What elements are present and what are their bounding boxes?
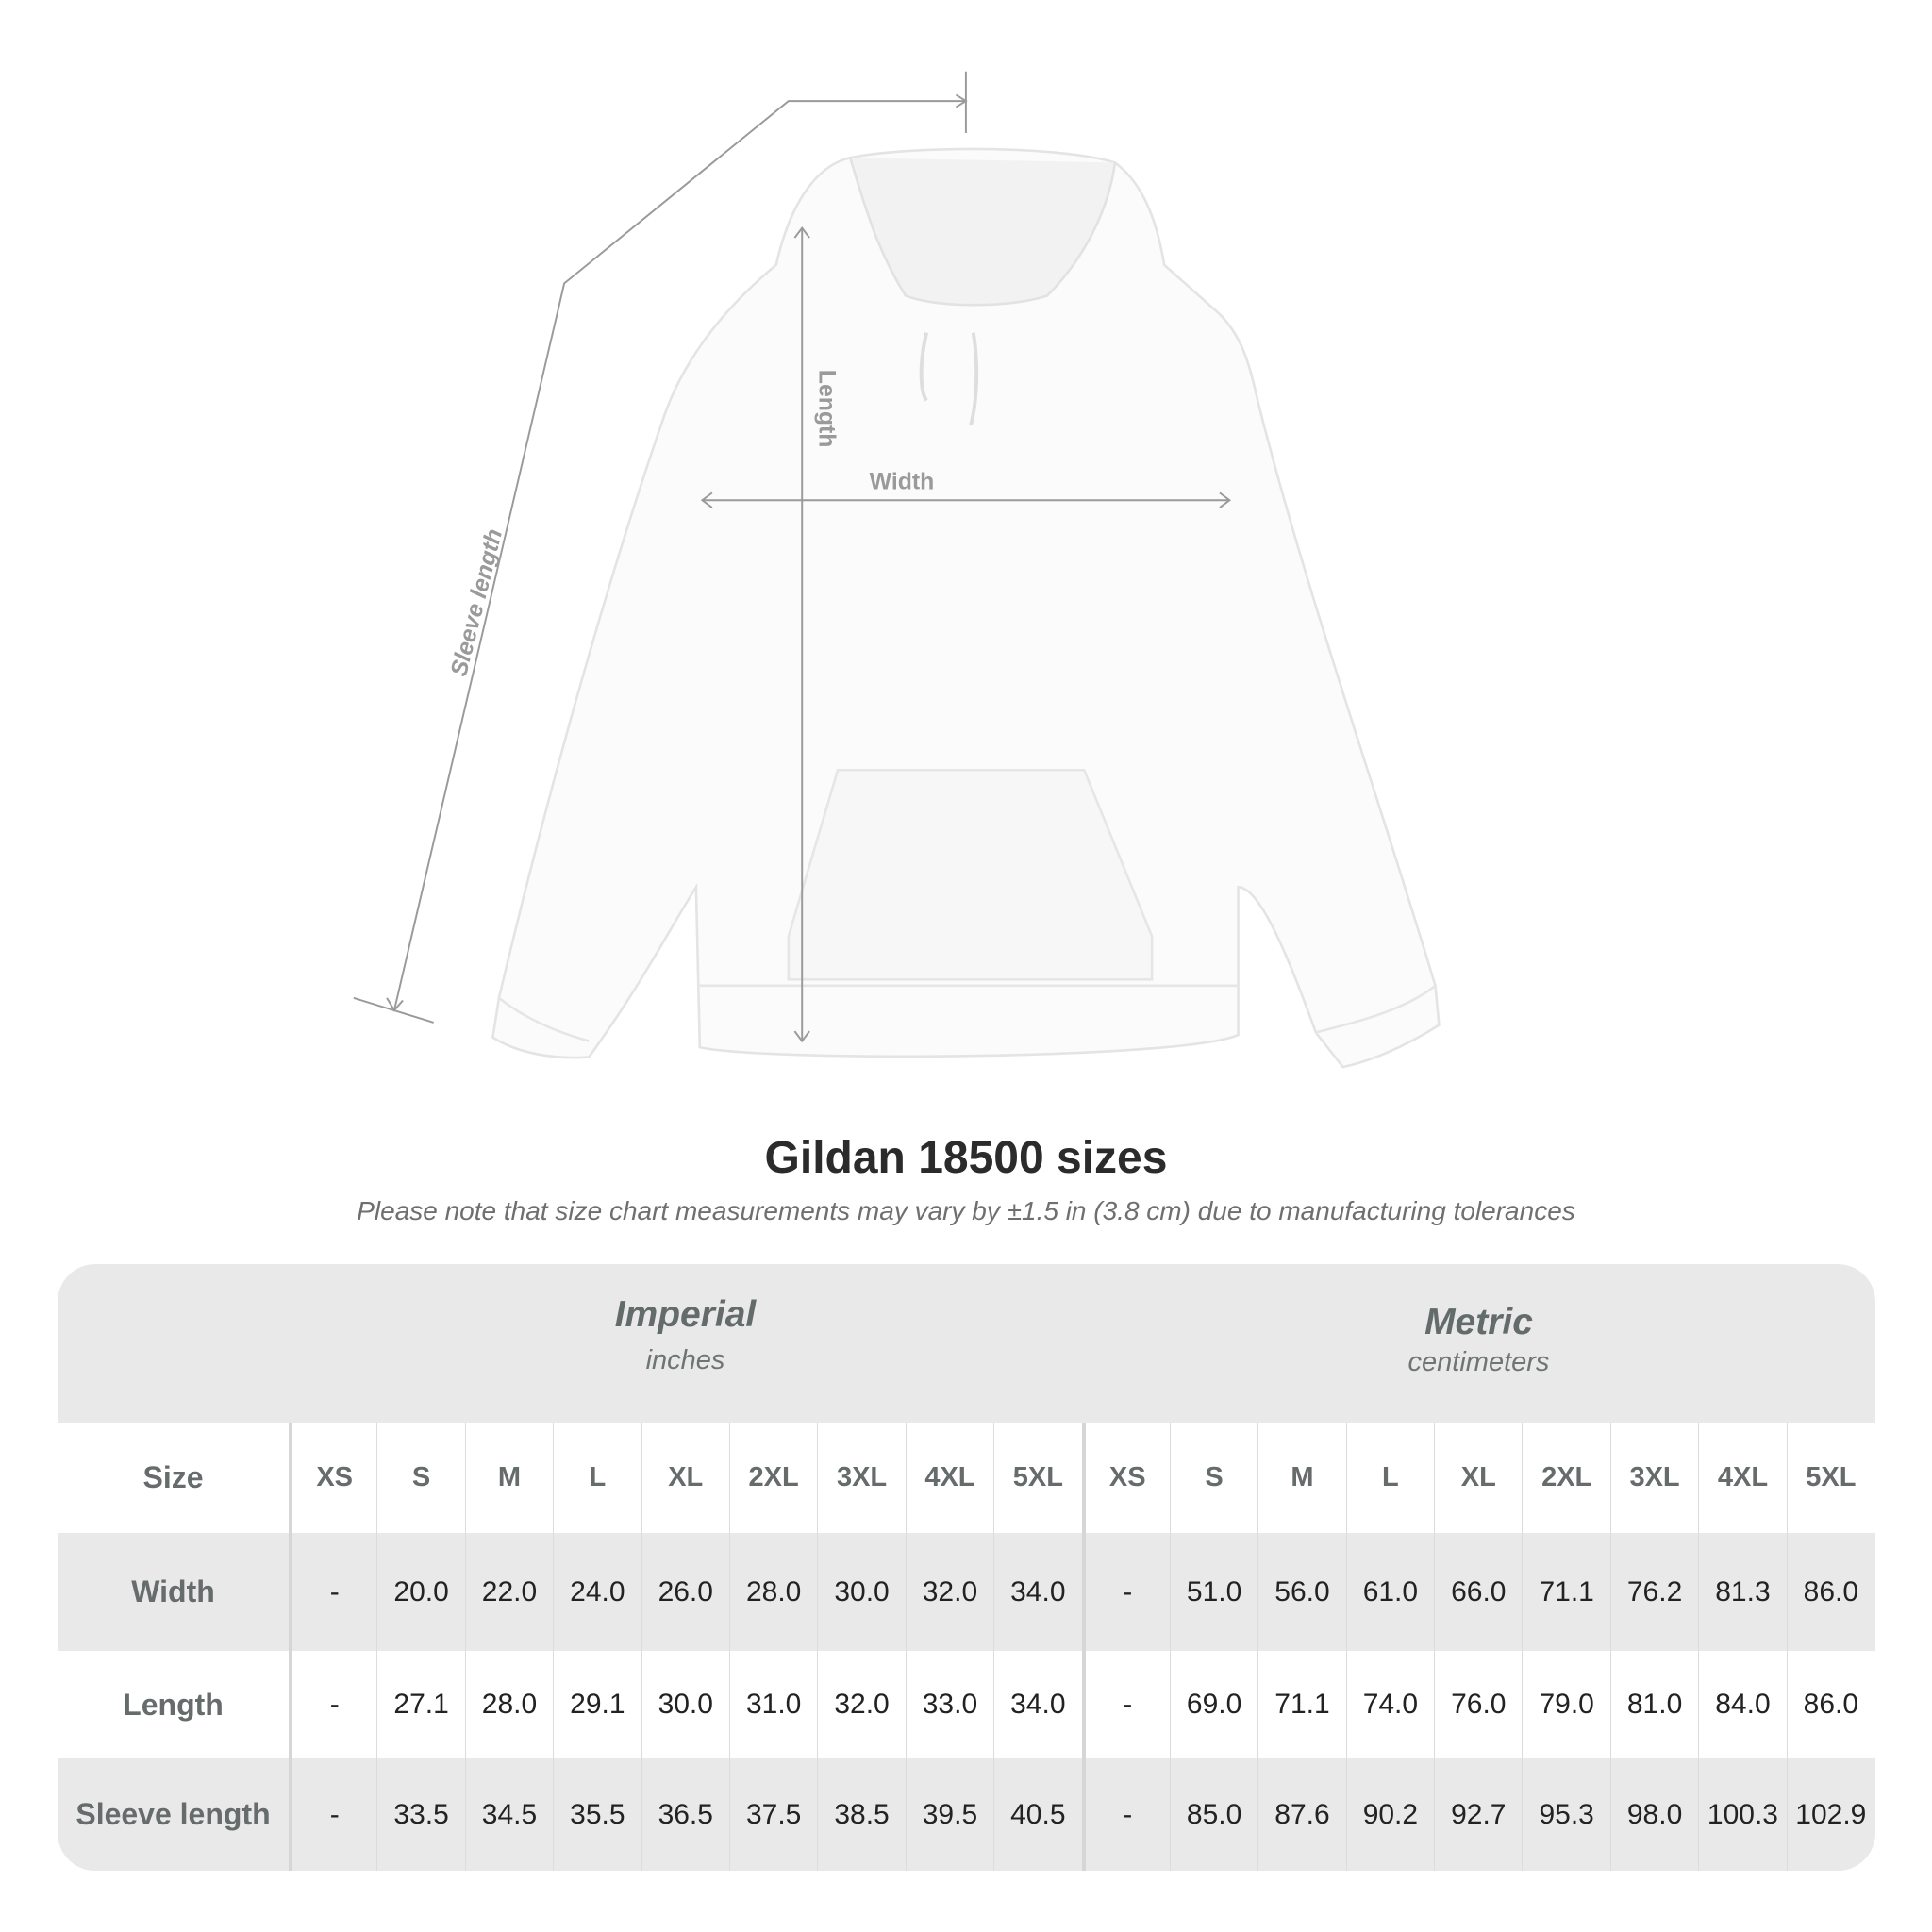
size-header-cell: XL	[641, 1423, 729, 1533]
size-header-cell: M	[464, 1423, 553, 1533]
imperial-title: Imperial	[614, 1294, 757, 1335]
value-cell: 102.9	[1786, 1758, 1874, 1871]
value-cell: 40.5	[993, 1758, 1081, 1871]
value-cell: 28.0	[464, 1651, 553, 1758]
table-row: Length -27.1 28.0 29.1 30.0 31.0 32.0 33.0 34.0-…	[58, 1651, 1875, 1758]
value-cell: 85.0	[1169, 1758, 1257, 1871]
value-cell: 20.0	[376, 1533, 464, 1651]
value-cell: 34.0	[993, 1533, 1081, 1651]
imperial-unit: inches	[645, 1345, 725, 1375]
width-label: Width	[870, 469, 935, 494]
imperial-header: Imperial inches	[289, 1264, 1082, 1423]
value-cell: 90.2	[1345, 1758, 1434, 1871]
value-cell: 79.0	[1522, 1651, 1609, 1758]
value-cell: -	[289, 1533, 376, 1651]
value-cell: 81.0	[1609, 1651, 1698, 1758]
value-cell: 29.1	[553, 1651, 641, 1758]
value-cell: 86.0	[1786, 1651, 1874, 1758]
value-cell: 61.0	[1345, 1533, 1434, 1651]
row-label: Width	[131, 1574, 215, 1608]
value-cell: -	[1081, 1651, 1170, 1758]
value-cell: 34.5	[464, 1758, 553, 1871]
row-label: Sleeve length	[75, 1797, 271, 1831]
size-header-cell: L	[553, 1423, 641, 1533]
size-header-cell: XS	[1081, 1423, 1170, 1533]
size-header-cell: 2XL	[728, 1423, 817, 1533]
size-header-cell: L	[1345, 1423, 1434, 1533]
row-label: Size	[142, 1460, 204, 1494]
value-cell: 33.5	[376, 1758, 464, 1871]
value-cell: 66.0	[1434, 1533, 1522, 1651]
value-cell: 76.0	[1434, 1651, 1522, 1758]
size-header-cell: S	[376, 1423, 464, 1533]
value-cell: 31.0	[728, 1651, 817, 1758]
value-cell: 76.2	[1609, 1533, 1698, 1651]
value-cell: 37.5	[728, 1758, 817, 1871]
value-cell: 35.5	[553, 1758, 641, 1871]
metric-unit: centimeters	[1407, 1347, 1550, 1377]
value-cell: 30.0	[817, 1533, 905, 1651]
value-cell: 56.0	[1257, 1533, 1345, 1651]
value-cell: 34.0	[993, 1651, 1081, 1758]
value-cell: 38.5	[817, 1758, 905, 1871]
size-header-cell: 3XL	[1609, 1423, 1698, 1533]
value-cell: 74.0	[1345, 1651, 1434, 1758]
value-cell: 27.1	[376, 1651, 464, 1758]
value-cell: 87.6	[1257, 1758, 1345, 1871]
table-row: Sleeve length -33.5 34.5 35.5 36.5 37.5 38.5 39…	[58, 1758, 1875, 1871]
size-header-row: Size XS S M L XL 2XL 3XL 4XL 5XL XS S M L XL 2XL 3XL 4XL 5…	[58, 1423, 1875, 1533]
value-cell: 33.0	[905, 1651, 993, 1758]
metric-header: Metric centimeters	[1082, 1264, 1875, 1423]
size-header-cell: S	[1169, 1423, 1257, 1533]
size-header-cell: M	[1257, 1423, 1345, 1533]
value-cell: -	[289, 1758, 376, 1871]
value-cell: 32.0	[817, 1651, 905, 1758]
value-cell: 36.5	[641, 1758, 729, 1871]
value-cell: 86.0	[1786, 1533, 1874, 1651]
value-cell: 26.0	[641, 1533, 729, 1651]
value-cell: 39.5	[905, 1758, 993, 1871]
size-header-cell: 5XL	[993, 1423, 1081, 1533]
value-cell: 71.1	[1257, 1651, 1345, 1758]
size-table: Imperial inches Metric centimeters Size X…	[58, 1264, 1875, 1871]
size-header-cell: XS	[289, 1423, 376, 1533]
hoodie-image	[491, 147, 1441, 1069]
tolerance-note: Please note that size chart measurements…	[357, 1196, 1575, 1225]
size-header-cell: 3XL	[817, 1423, 905, 1533]
size-header-cell: 4XL	[905, 1423, 993, 1533]
value-cell: -	[1081, 1758, 1170, 1871]
page-title: Gildan 18500 sizes	[764, 1133, 1168, 1183]
row-label: Length	[123, 1687, 224, 1722]
value-cell: -	[289, 1651, 376, 1758]
value-cell: 28.0	[728, 1533, 817, 1651]
value-cell: 100.3	[1698, 1758, 1786, 1871]
value-cell: 51.0	[1169, 1533, 1257, 1651]
value-cell: -	[1081, 1533, 1170, 1651]
value-cell: 30.0	[641, 1651, 729, 1758]
value-cell: 22.0	[464, 1533, 553, 1651]
value-cell: 98.0	[1609, 1758, 1698, 1871]
size-header-cell: XL	[1434, 1423, 1522, 1533]
size-header-cell: 2XL	[1522, 1423, 1609, 1533]
value-cell: 92.7	[1434, 1758, 1522, 1871]
metric-title: Metric	[1424, 1302, 1533, 1342]
value-cell: 24.0	[553, 1533, 641, 1651]
value-cell: 81.3	[1698, 1533, 1786, 1651]
value-cell: 71.1	[1522, 1533, 1609, 1651]
value-cell: 32.0	[905, 1533, 993, 1651]
value-cell: 69.0	[1169, 1651, 1257, 1758]
size-header-cell: 5XL	[1786, 1423, 1874, 1533]
value-cell: 95.3	[1522, 1758, 1609, 1871]
length-label: Length	[813, 370, 839, 448]
size-header-cell: 4XL	[1698, 1423, 1786, 1533]
table-row: Width -20.0 22.0 24.0 26.0 28.0 30.0 32.0 34.0-5…	[58, 1533, 1875, 1651]
value-cell: 84.0	[1698, 1651, 1786, 1758]
